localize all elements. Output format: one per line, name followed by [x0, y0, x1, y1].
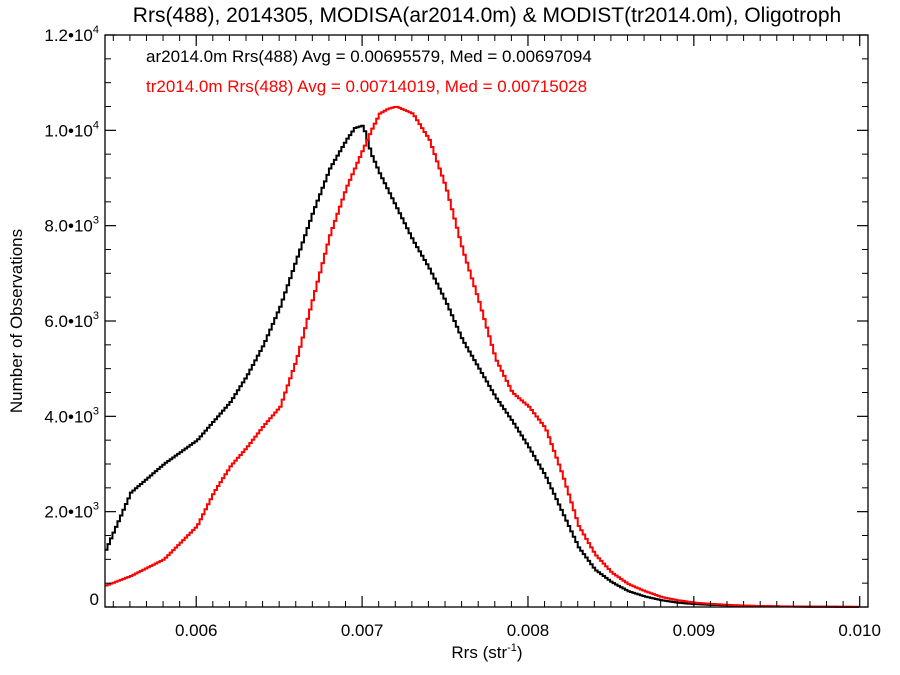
x-axis-label: Rrs (str-1) [451, 642, 522, 662]
x-axis-label-sup: -1 [507, 642, 517, 654]
y-tick-label-exp: 3 [93, 215, 99, 227]
y-tick-label-base: 2.0•10 [44, 503, 93, 522]
y-tick-label: 4.0•103 [44, 405, 99, 426]
y-tick-label-base: 6.0•10 [44, 312, 93, 331]
plot-frame [104, 34, 869, 608]
x-axis-label-base: Rrs (str [451, 643, 507, 662]
y-tick-label-exp: 4 [93, 24, 99, 36]
y-tick-label-exp: 3 [93, 501, 99, 513]
y-tick-label: 0 [90, 590, 99, 609]
y-tick-label-base: 0 [90, 590, 99, 609]
y-tick-label: 6.0•103 [44, 310, 99, 331]
y-tick-label-exp: 3 [93, 405, 99, 417]
y-tick-label: 8.0•103 [44, 215, 99, 236]
x-tick-label: 0.007 [341, 621, 384, 640]
y-axis-label: Number of Observations [7, 229, 26, 413]
x-tick-label: 0.008 [507, 621, 550, 640]
legend-entry-tr2014: tr2014.0m Rrs(488) Avg = 0.00714019, Med… [146, 77, 587, 96]
y-tick-label-base: 8.0•10 [44, 217, 93, 236]
y-tick-label-base: 4.0•10 [44, 407, 93, 426]
y-tick-label-base: 1.0•10 [44, 121, 93, 140]
y-tick-label: 1.0•104 [44, 119, 99, 140]
y-tick-label-base: 1.2•10 [44, 26, 93, 45]
legend-entry-ar2014: ar2014.0m Rrs(488) Avg = 0.00695579, Med… [146, 47, 592, 66]
x-tick-label: 0.010 [838, 621, 881, 640]
x-tick-label: 0.009 [673, 621, 716, 640]
y-tick-label-exp: 3 [93, 310, 99, 322]
y-tick-label: 1.2•104 [44, 24, 99, 45]
x-axis-label-close: ) [517, 643, 523, 662]
x-tick-label: 0.006 [175, 621, 218, 640]
series-line-ar2014 [105, 124, 860, 608]
chart-title: Rrs(488), 2014305, MODISA(ar2014.0m) & M… [133, 4, 841, 27]
y-tick-label-exp: 4 [93, 119, 99, 131]
series-line-tr2014 [105, 105, 860, 608]
y-tick-label: 2.0•103 [44, 501, 99, 522]
